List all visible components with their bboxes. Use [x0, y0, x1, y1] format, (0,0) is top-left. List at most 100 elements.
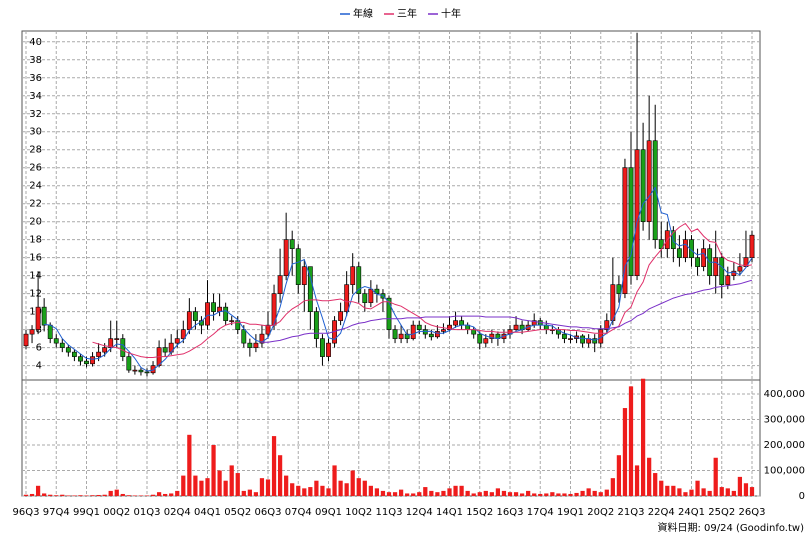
volume-bar	[398, 489, 404, 496]
volume-bar	[568, 493, 573, 496]
y-tick-label: 24	[29, 181, 42, 192]
x-tick-label: 10Q2	[345, 507, 372, 518]
volume-bar	[392, 492, 398, 496]
volume-bar	[628, 386, 634, 496]
candle-body	[283, 239, 289, 276]
volume-bar	[519, 493, 525, 496]
volume-bar	[610, 478, 615, 496]
candle-body	[344, 284, 350, 312]
volume-bar	[526, 490, 531, 496]
volume-bar	[84, 495, 89, 496]
candle-body	[513, 324, 519, 330]
x-tick-label: 20Q2	[587, 507, 614, 518]
volume-bar	[665, 485, 670, 496]
y-tick-label: 20	[29, 217, 42, 228]
x-tick-label: 96Q3	[13, 507, 40, 518]
volume-bar	[114, 489, 119, 496]
volume-bar	[374, 488, 380, 496]
candle-body	[695, 257, 700, 267]
volume-bar	[604, 489, 609, 496]
volume-bar	[671, 485, 676, 496]
x-tick-label: 04Q1	[194, 507, 221, 518]
y2-tick-label: 200,000	[764, 440, 805, 451]
candle-body	[374, 288, 380, 294]
volume-bar	[308, 487, 313, 496]
x-tick-label: 99Q1	[73, 507, 100, 518]
volume-bar	[417, 492, 422, 496]
y2-tick-label: 400,000	[764, 389, 805, 400]
candle-body	[368, 288, 374, 303]
candle-body	[701, 248, 707, 267]
y-tick-label: 38	[29, 55, 42, 66]
volume-bar	[465, 490, 470, 496]
volume-bar	[72, 495, 77, 496]
volume-bar	[108, 490, 113, 496]
y-tick-label: 28	[29, 145, 42, 156]
candle-body	[313, 311, 319, 339]
candle-body	[102, 347, 108, 353]
x-tick-label: 01Q3	[134, 507, 161, 518]
volume-bar	[532, 493, 537, 496]
x-tick-label: 22Q4	[648, 507, 675, 518]
volume-bar	[489, 492, 494, 496]
volume-bar	[368, 485, 373, 496]
volume-bar	[78, 495, 83, 496]
candle-body	[610, 284, 616, 321]
volume-bar	[713, 457, 718, 496]
candle-body	[132, 369, 138, 372]
candle-body	[737, 266, 743, 272]
volume-bar	[513, 492, 519, 496]
candle-body	[223, 306, 229, 321]
candle-body	[713, 257, 719, 276]
y2-tick-label: 100,000	[764, 466, 805, 477]
volume-bar	[163, 493, 168, 496]
candle-body	[447, 324, 452, 330]
volume-bar	[653, 473, 658, 496]
volume-bar	[356, 478, 361, 496]
candle-body	[634, 149, 640, 276]
x-tick-label: 07Q4	[285, 507, 312, 518]
volume-bar	[749, 487, 755, 496]
candle-body	[683, 239, 688, 258]
volume-bar	[362, 480, 367, 496]
ma-line	[92, 222, 753, 358]
candle-body	[441, 329, 446, 332]
volume-bar	[386, 492, 392, 496]
x-tick-label: 05Q2	[224, 507, 251, 518]
legend-label: 十年	[441, 7, 461, 20]
volume-bar	[507, 492, 513, 496]
candle-body	[622, 167, 628, 294]
y-tick-label: 6	[36, 343, 42, 354]
candle-body	[23, 333, 29, 347]
y-tick-label: 8	[36, 325, 42, 336]
candle-body	[676, 248, 682, 258]
volume-bar	[326, 488, 331, 496]
volume-bar	[235, 473, 240, 496]
y-tick-label: 16	[29, 253, 42, 264]
volume-bar	[701, 488, 706, 496]
volume-bar	[290, 483, 295, 496]
candle-body	[96, 351, 102, 357]
y-tick-label: 10	[29, 307, 42, 318]
x-tick-label: 12Q4	[406, 507, 433, 518]
candle-body	[174, 338, 180, 344]
candle-body	[562, 333, 567, 339]
volume-bar	[411, 493, 416, 496]
volume-bar	[350, 470, 355, 496]
candle-body	[646, 140, 652, 222]
volume-bar	[126, 495, 131, 496]
volume-bar	[550, 492, 555, 496]
volume-bar	[265, 479, 271, 496]
y-tick-label: 26	[29, 163, 42, 174]
ma-line	[261, 279, 753, 343]
volume-bar	[193, 475, 198, 496]
volume-bar	[683, 492, 688, 496]
candle-body	[192, 311, 198, 321]
candle-body	[114, 338, 120, 340]
candle-body	[658, 239, 664, 249]
candle-body	[719, 257, 725, 285]
candle-body	[253, 342, 259, 348]
x-tick-label: 02Q4	[164, 507, 191, 518]
candle-body	[386, 297, 392, 330]
y-tick-label: 18	[29, 235, 42, 246]
